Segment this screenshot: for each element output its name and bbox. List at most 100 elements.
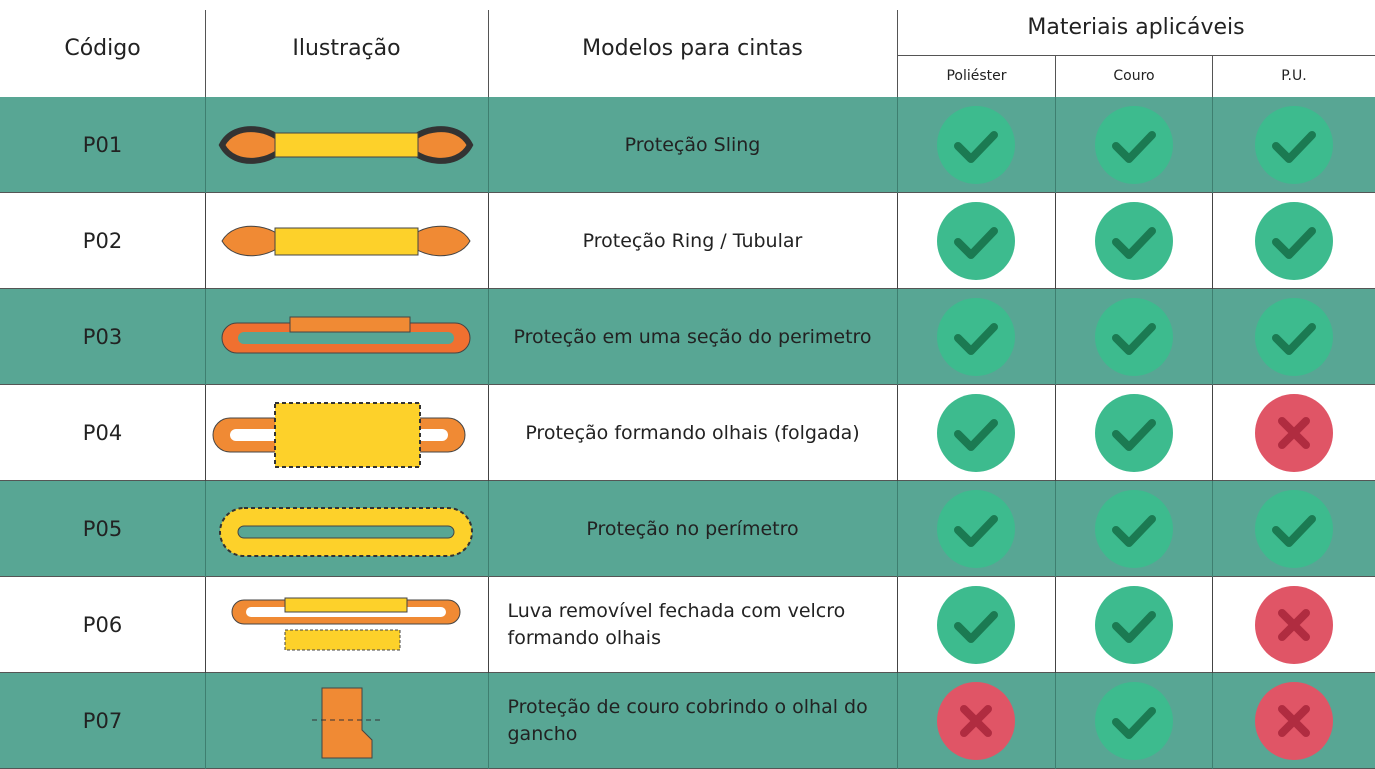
material-cell <box>897 481 1055 577</box>
code-cell: P06 <box>0 577 205 673</box>
material-cell <box>1212 97 1375 193</box>
check-icon <box>1094 202 1173 280</box>
check-icon <box>1094 682 1173 760</box>
material-cell <box>1212 577 1375 673</box>
model-cell: Proteção no perímetro <box>488 481 897 577</box>
table-row: P03 Proteção em uma seção do perimetro <box>0 289 1375 385</box>
check-icon <box>937 202 1015 280</box>
divider <box>1212 673 1213 769</box>
check-icon <box>1254 490 1333 568</box>
material-cell <box>1055 289 1212 385</box>
material-cell <box>1055 193 1212 289</box>
model-text: Proteção Sling <box>624 133 761 156</box>
code-text: P05 <box>82 517 123 541</box>
divider <box>488 481 489 577</box>
code-cell: P04 <box>0 385 205 481</box>
material-cell <box>1055 577 1212 673</box>
header-cell: Modelos para cintas <box>488 0 897 97</box>
material-cell <box>1212 481 1375 577</box>
divider <box>1212 577 1213 673</box>
cross-icon <box>1254 586 1333 664</box>
check-icon <box>937 298 1015 376</box>
divider <box>488 385 489 481</box>
divider <box>897 289 898 385</box>
check-icon <box>1094 490 1173 568</box>
divider <box>897 193 898 289</box>
model-cell: Proteção formando olhais (folgada) <box>488 385 897 481</box>
divider <box>205 10 206 97</box>
divider <box>488 10 489 97</box>
material-cell <box>897 673 1055 769</box>
subheader-text: Poliéster <box>946 68 1007 84</box>
check-icon <box>937 490 1015 568</box>
model-cell: Proteção Ring / Tubular <box>488 193 897 289</box>
divider <box>897 481 898 577</box>
code-text: P06 <box>82 613 123 637</box>
divider <box>1212 385 1213 481</box>
divider <box>897 673 898 769</box>
divider <box>1055 481 1056 577</box>
cross-icon <box>937 682 1015 760</box>
divider <box>488 577 489 673</box>
subheader-cell: Poliéster <box>897 55 1055 97</box>
divider <box>1055 193 1056 289</box>
divider <box>205 385 206 481</box>
subheader-text: Couro <box>1113 68 1155 84</box>
subheader-cell: Couro <box>1055 55 1212 97</box>
check-icon <box>1254 106 1333 184</box>
cross-icon <box>1254 394 1333 472</box>
material-cell <box>1212 385 1375 481</box>
divider <box>488 193 489 289</box>
divider <box>205 193 206 289</box>
material-cell <box>1212 193 1375 289</box>
code-cell: P07 <box>0 673 205 769</box>
code-cell: P03 <box>0 289 205 385</box>
check-icon <box>937 394 1015 472</box>
divider <box>488 289 489 385</box>
code-text: P02 <box>82 229 123 253</box>
table-row: P02 Proteção Ring / Tubular <box>0 193 1375 289</box>
divider <box>897 385 898 481</box>
code-text: P03 <box>82 325 123 349</box>
material-cell <box>1055 481 1212 577</box>
divider <box>488 97 489 193</box>
header-text: Código <box>64 36 141 61</box>
header-text: Ilustração <box>292 36 401 61</box>
model-text: Luva removível fechada com velcro forman… <box>507 600 846 649</box>
table-row: P01 Proteção Sling <box>0 97 1375 193</box>
subheader-text: P.U. <box>1281 68 1307 84</box>
divider <box>1212 97 1213 193</box>
material-cell <box>1055 97 1212 193</box>
divider <box>205 577 206 673</box>
material-cell <box>897 193 1055 289</box>
code-text: P01 <box>82 133 123 157</box>
divider <box>1055 97 1056 193</box>
divider <box>1212 193 1213 289</box>
model-text: Proteção Ring / Tubular <box>582 229 803 252</box>
divider <box>205 289 206 385</box>
divider <box>1055 673 1056 769</box>
model-cell: Proteção em uma seção do perimetro <box>488 289 897 385</box>
check-icon <box>1094 586 1173 664</box>
divider <box>1055 289 1056 385</box>
material-cell <box>1212 673 1375 769</box>
header-cell: Código <box>0 0 205 97</box>
code-cell: P01 <box>0 97 205 193</box>
header-text: Materiais aplicáveis <box>1027 15 1245 40</box>
divider <box>897 55 1375 56</box>
model-text: Proteção no perímetro <box>586 517 799 540</box>
material-cell <box>897 289 1055 385</box>
model-cell: Luva removível fechada com velcro forman… <box>488 577 897 673</box>
divider <box>488 673 489 769</box>
check-icon <box>1094 106 1173 184</box>
check-icon <box>1094 394 1173 472</box>
material-cell <box>1055 673 1212 769</box>
code-cell: P02 <box>0 193 205 289</box>
code-text: P07 <box>82 709 123 733</box>
table-row: P07 Proteção de couro cobrindo o olhal do… <box>0 673 1375 769</box>
check-icon <box>1254 298 1333 376</box>
divider <box>897 97 898 193</box>
divider <box>1212 289 1213 385</box>
divider <box>205 481 206 577</box>
